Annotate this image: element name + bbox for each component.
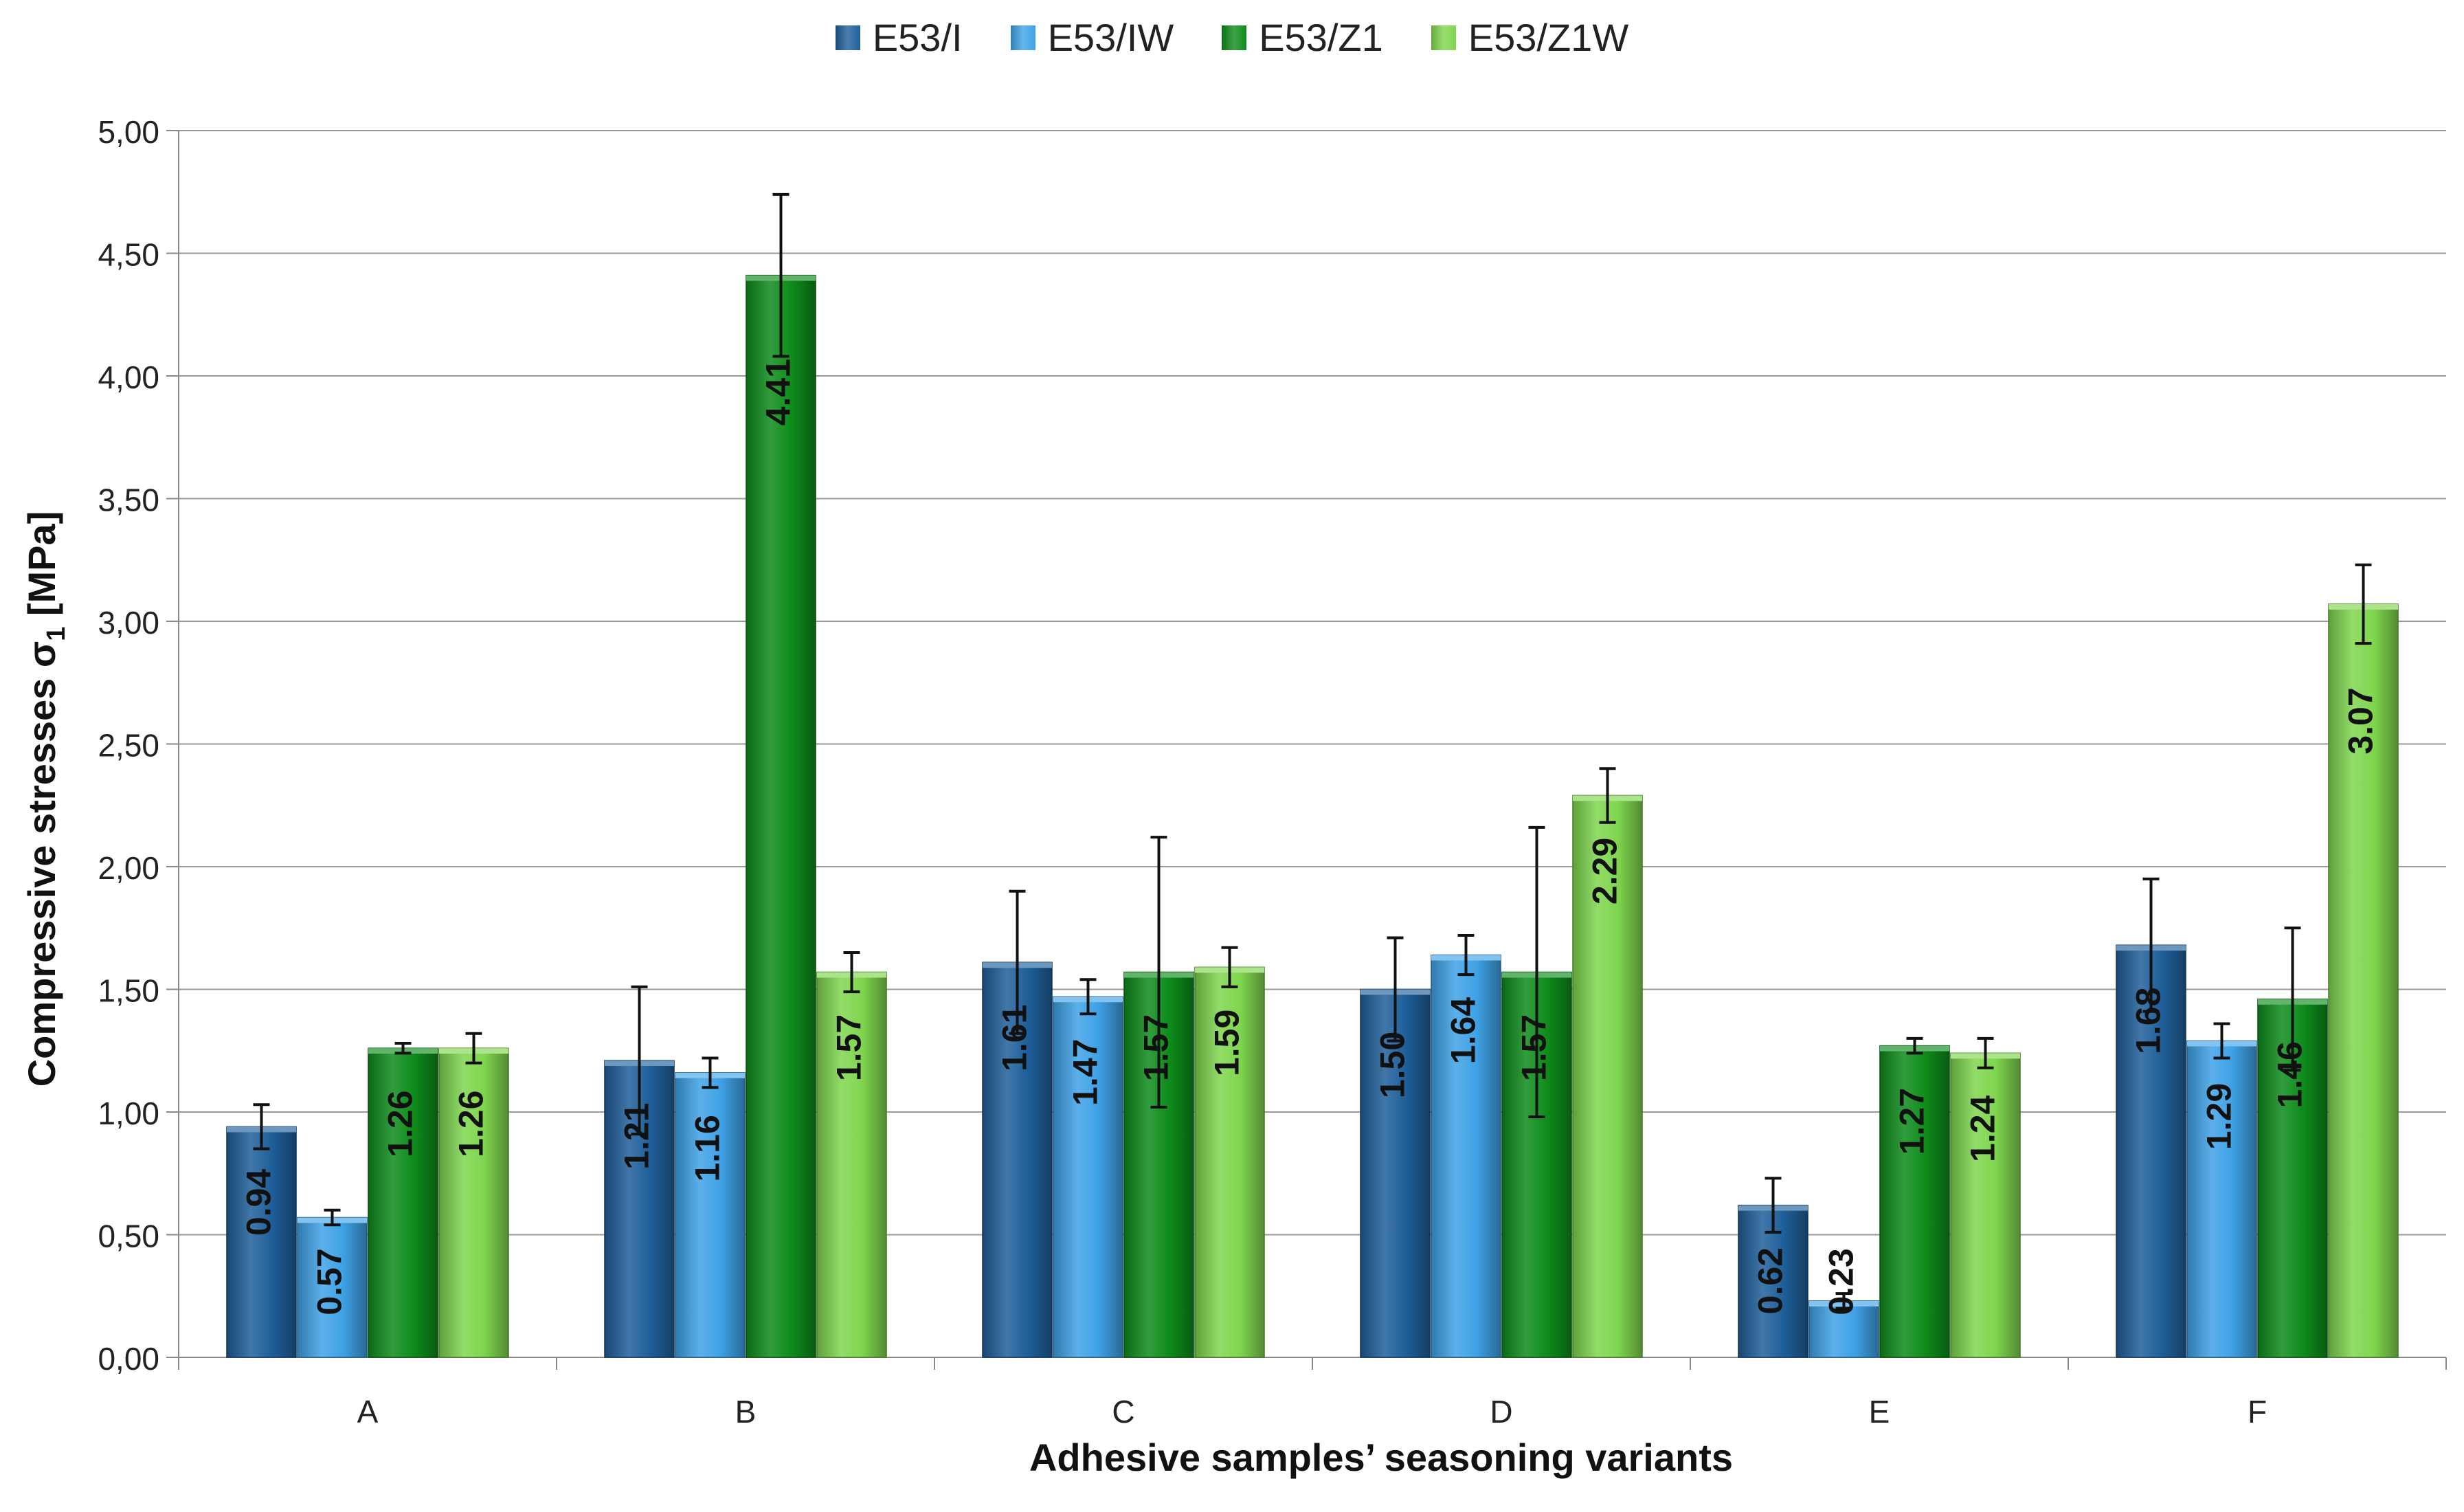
bar bbox=[1879, 1045, 1950, 1358]
bar bbox=[816, 971, 887, 1358]
bar bbox=[746, 274, 816, 1358]
y-tick-label: 1,50 bbox=[98, 973, 159, 1009]
data-label: 3.07 bbox=[2342, 687, 2380, 754]
bar bbox=[2186, 1040, 2257, 1358]
data-label: 1.57 bbox=[1137, 1014, 1176, 1081]
legend-swatch bbox=[835, 25, 860, 50]
y-axis-title-unit: [MPa] bbox=[20, 511, 63, 627]
legend-item: E53/IW bbox=[1010, 15, 1174, 60]
legend-item: E53/I bbox=[835, 15, 963, 60]
legend-swatch bbox=[1010, 25, 1035, 50]
legend-label: E53/Z1 bbox=[1259, 16, 1383, 59]
bar bbox=[1053, 996, 1123, 1358]
bar bbox=[368, 1047, 438, 1358]
data-label: 0.94 bbox=[240, 1169, 278, 1236]
data-label: 1.47 bbox=[1066, 1039, 1105, 1106]
data-label: 1.26 bbox=[381, 1091, 420, 1157]
x-axis-title: Adhesive samples’ seasoning variants bbox=[1029, 1436, 1733, 1479]
x-tick-label: A bbox=[357, 1394, 379, 1430]
data-label: 1.16 bbox=[688, 1115, 727, 1181]
data-label: 1.64 bbox=[1444, 997, 1483, 1065]
bar bbox=[1572, 794, 1643, 1358]
data-label: 0.57 bbox=[311, 1248, 349, 1315]
legend-item: E53/Z1 bbox=[1222, 15, 1383, 60]
data-label: 4.41 bbox=[759, 359, 798, 425]
bar bbox=[2116, 944, 2186, 1358]
x-tick-label: B bbox=[735, 1394, 757, 1430]
x-tick-label: D bbox=[1490, 1394, 1512, 1430]
data-label: 0.62 bbox=[1751, 1247, 1790, 1314]
y-axis-title-main: Compressive stresses σ bbox=[20, 641, 63, 1087]
data-label: 1.46 bbox=[2271, 1041, 2309, 1108]
data-label: 1.29 bbox=[2200, 1083, 2239, 1150]
bar bbox=[1194, 966, 1265, 1358]
data-label: 1.57 bbox=[830, 1014, 869, 1081]
bar bbox=[1808, 1300, 1879, 1358]
y-tick-label: 2,00 bbox=[98, 850, 159, 886]
bar bbox=[438, 1047, 509, 1358]
y-axis-title: Compressive stresses σ1 [MPa] bbox=[20, 511, 71, 1087]
y-tick-label: 3,00 bbox=[98, 605, 159, 641]
bar bbox=[1431, 954, 1501, 1358]
data-label: 1.59 bbox=[1208, 1010, 1246, 1076]
bar bbox=[1950, 1052, 2021, 1358]
y-tick-label: 0,50 bbox=[98, 1219, 159, 1254]
bar bbox=[226, 1126, 297, 1358]
y-tick-label: 4,50 bbox=[98, 237, 159, 273]
bar bbox=[1360, 988, 1431, 1358]
bar bbox=[2328, 603, 2399, 1358]
y-tick-label: 2,50 bbox=[98, 728, 159, 764]
legend-item: E53/Z1W bbox=[1431, 15, 1628, 60]
x-tick-label: F bbox=[2248, 1394, 2267, 1430]
data-label: 1.61 bbox=[996, 1005, 1034, 1071]
y-axis-title-subscript: 1 bbox=[42, 627, 71, 641]
x-tick-label: C bbox=[1112, 1394, 1134, 1430]
bar bbox=[675, 1072, 746, 1358]
legend-label: E53/I bbox=[872, 16, 963, 59]
legend-swatch bbox=[1431, 25, 1456, 50]
data-label: 1.24 bbox=[1964, 1095, 2002, 1162]
data-label: 1.68 bbox=[2129, 988, 2168, 1054]
data-label: 1.21 bbox=[618, 1102, 656, 1169]
y-tick-label: 3,50 bbox=[98, 482, 159, 518]
legend: E53/I E53/IW E53/Z1 E53/Z1W bbox=[0, 15, 2464, 60]
data-label: 1.27 bbox=[1893, 1088, 1931, 1155]
legend-label: E53/Z1W bbox=[1468, 16, 1629, 59]
data-label: 1.26 bbox=[452, 1091, 491, 1157]
data-label: 1.50 bbox=[1374, 1032, 1412, 1098]
data-label: 1.57 bbox=[1515, 1014, 1554, 1081]
y-tick-label: 1,00 bbox=[98, 1096, 159, 1131]
legend-label: E53/IW bbox=[1047, 16, 1174, 59]
y-tick-label: 0,00 bbox=[98, 1341, 159, 1377]
legend-swatch bbox=[1222, 25, 1247, 50]
x-tick-label: E bbox=[1869, 1394, 1890, 1430]
y-tick-label: 4,00 bbox=[98, 359, 159, 395]
data-label: 0.23 bbox=[1822, 1248, 1861, 1315]
data-label: 2.29 bbox=[1586, 838, 1624, 904]
y-tick-label: 5,00 bbox=[98, 114, 159, 150]
